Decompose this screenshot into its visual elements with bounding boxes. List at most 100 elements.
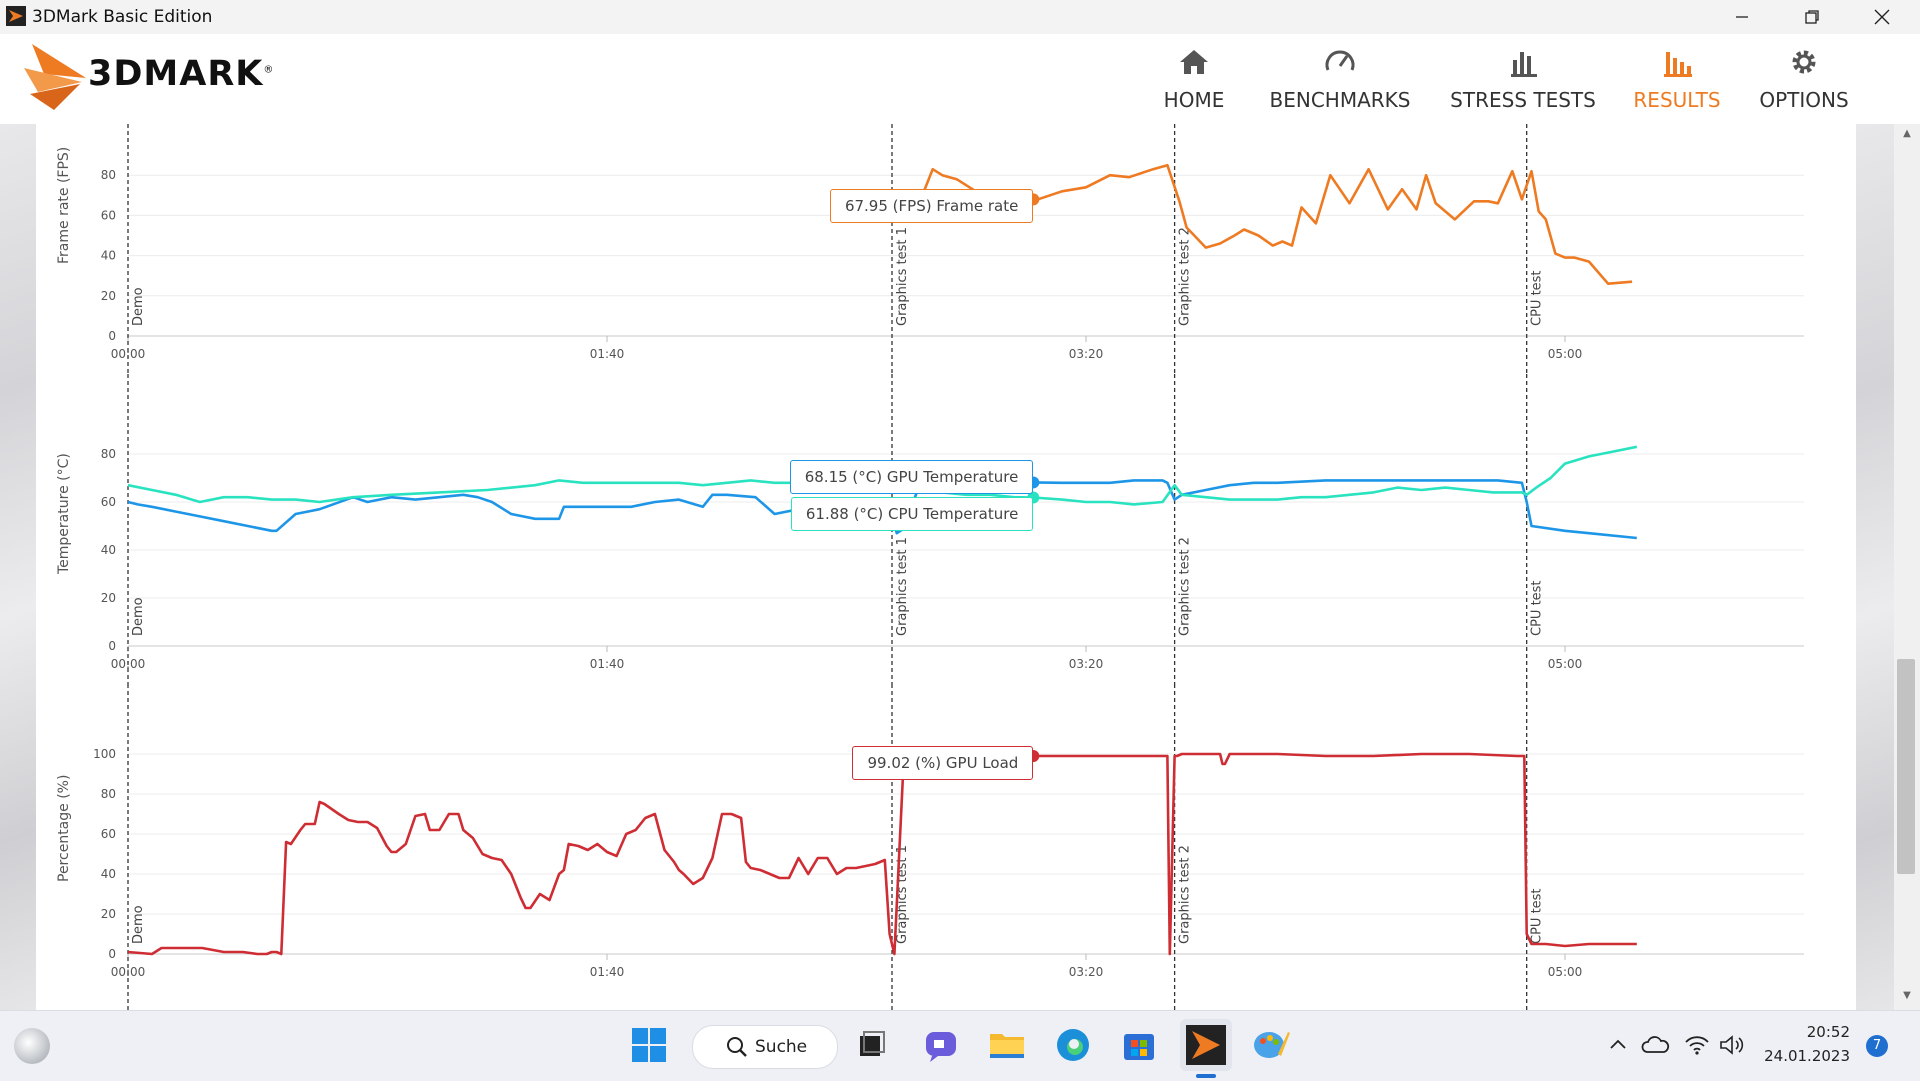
chart-svg: 0 20 40 60 80 00:00 01:40 03:20 05:00 Demo Graphic…: [101, 124, 1804, 374]
close-icon: [1874, 9, 1890, 25]
scroll-thumb[interactable]: [1897, 659, 1915, 874]
nav-options-label: OPTIONS: [1759, 88, 1849, 112]
y-tick-label: 60: [101, 827, 116, 841]
nav-stress-tests[interactable]: STRESS TESTS: [1446, 38, 1600, 118]
onedrive-button[interactable]: [1640, 1033, 1670, 1057]
speaker-icon: [1720, 1035, 1744, 1055]
nav-results-label: RESULTS: [1633, 88, 1721, 112]
gauge-icon: [1325, 50, 1355, 71]
onedrive-cloud-icon: [1641, 1036, 1670, 1053]
gear-icon: [1792, 50, 1816, 74]
3dmark-taskbar-button[interactable]: [1180, 1019, 1232, 1078]
task-view-icon: [860, 1031, 885, 1056]
taskbar-search[interactable]: Suche: [692, 1025, 838, 1069]
y-tick-label: 0: [108, 639, 116, 653]
wifi-icon: [1685, 1036, 1709, 1055]
minimize-button[interactable]: [1712, 0, 1772, 34]
gpu-load-chart: Percentage (%) 0 20 40 60 80 100 00:00 01:40 03:…: [36, 684, 1856, 1010]
series-line: [127, 445, 1638, 506]
weather-widget-icon[interactable]: [14, 1028, 50, 1064]
test-marker-label: Demo: [131, 597, 146, 636]
y-tick-label: 20: [101, 591, 116, 605]
y-tick-label: 80: [101, 787, 116, 801]
search-label: Suche: [755, 1037, 808, 1057]
nav-home[interactable]: HOME: [1146, 38, 1242, 118]
x-tick-label: 05:00: [1548, 657, 1583, 671]
3dmark-icon: [1186, 1025, 1226, 1065]
test-marker-label: Demo: [131, 905, 146, 944]
nav-stress-tests-label: STRESS TESTS: [1450, 88, 1596, 112]
nav-options[interactable]: OPTIONS: [1752, 38, 1856, 118]
y-tick-label: 80: [101, 447, 116, 461]
test-marker-label: Graphics test 2: [1178, 845, 1193, 944]
x-tick-label: 01:40: [590, 657, 625, 671]
y-tick-label: 60: [101, 208, 116, 222]
app-header: [0, 34, 1920, 124]
network-button[interactable]: [1684, 1033, 1710, 1057]
teams-chat-icon: [926, 1032, 956, 1062]
title-bar: 3DMark Basic Edition: [0, 0, 1920, 34]
clock-date[interactable]: 24.01.2023: [1764, 1047, 1850, 1065]
notification-badge[interactable]: 7: [1866, 1035, 1888, 1057]
nav-benchmarks[interactable]: BENCHMARKS: [1262, 38, 1418, 118]
x-tick-label: 05:00: [1548, 965, 1583, 979]
window-title: 3DMark Basic Edition: [32, 7, 213, 27]
x-tick-label: 01:40: [590, 347, 625, 361]
microsoft-store-icon: [1124, 1034, 1154, 1060]
volume-button[interactable]: [1718, 1033, 1746, 1057]
microsoft-store-button[interactable]: [1116, 1022, 1162, 1068]
minimize-icon: [1736, 16, 1748, 18]
chevron-up-icon: [1610, 1039, 1626, 1049]
series-line: [127, 752, 1637, 956]
start-button[interactable]: [626, 1022, 672, 1068]
restore-icon: [1805, 10, 1819, 24]
windows-start-icon: [632, 1028, 666, 1062]
scroll-up-icon[interactable]: ▲: [1903, 128, 1911, 139]
nav-home-label: HOME: [1163, 88, 1225, 112]
active-indicator: [1196, 1074, 1216, 1078]
home-icon: [1180, 50, 1208, 74]
x-tick-label: 00:00: [111, 347, 146, 361]
scroll-down-icon[interactable]: ▼: [1903, 990, 1911, 1001]
show-hidden-icons-button[interactable]: [1606, 1033, 1630, 1057]
nav-results[interactable]: RESULTS: [1626, 38, 1728, 118]
test-marker-label: Demo: [131, 287, 146, 326]
test-marker-label: Graphics test 1: [895, 537, 910, 636]
test-marker-label: Graphics test 2: [1178, 537, 1193, 636]
teams-chat-button[interactable]: [918, 1022, 964, 1068]
y-tick-label: 40: [101, 867, 116, 881]
frame-rate-chart: Frame rate (FPS) 0 20 40 60 80 00:00 01:40 03:2…: [36, 124, 1856, 374]
y-tick-label: 0: [108, 947, 116, 961]
right-background: [1856, 124, 1894, 1010]
task-view-button[interactable]: [848, 1022, 894, 1068]
edge-icon: [1057, 1029, 1089, 1061]
y-tick-label: 20: [101, 289, 116, 303]
paint-icon: [1254, 1032, 1290, 1058]
value-tooltip: 67.95 (FPS) Frame rate: [829, 189, 1034, 224]
vertical-scrollbar[interactable]: ▲ ▼: [1894, 124, 1920, 1010]
brand-wordmark: 3DMARK®: [88, 54, 275, 94]
y-tick-label: 20: [101, 907, 116, 921]
value-tooltip: 61.88 (°C) CPU Temperature: [790, 497, 1034, 532]
test-marker-label: CPU test: [1530, 270, 1545, 326]
series-line: [893, 163, 1633, 285]
test-marker-label: CPU test: [1530, 580, 1545, 636]
x-tick-label: 01:40: [590, 965, 625, 979]
close-button[interactable]: [1852, 0, 1912, 34]
nav-benchmarks-label: BENCHMARKS: [1269, 88, 1411, 112]
test-marker-label: Graphics test 2: [1178, 227, 1193, 326]
paint-button[interactable]: [1248, 1022, 1294, 1068]
x-tick-label: 03:20: [1069, 965, 1104, 979]
edge-button[interactable]: [1050, 1022, 1096, 1068]
search-icon: [727, 1037, 747, 1057]
restore-button[interactable]: [1782, 0, 1842, 34]
value-tooltip: 68.15 (°C) GPU Temperature: [789, 460, 1034, 495]
left-background: [0, 124, 36, 1010]
clock-time[interactable]: 20:52: [1806, 1023, 1850, 1041]
bar-chart-icon: [1511, 52, 1537, 77]
3dmark-logo[interactable]: [24, 44, 334, 110]
file-explorer-button[interactable]: [984, 1022, 1030, 1068]
3dmark-flame-icon: [24, 44, 86, 110]
x-tick-label: 03:20: [1069, 347, 1104, 361]
